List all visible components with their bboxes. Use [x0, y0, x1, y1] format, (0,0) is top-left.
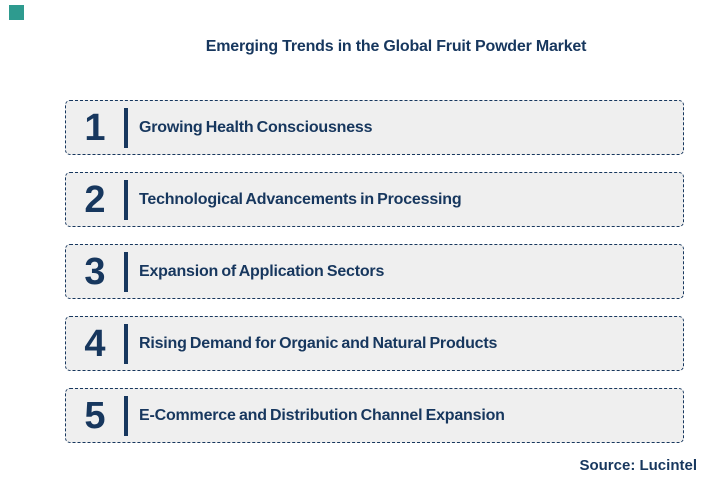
trend-number: 4 [84, 322, 106, 365]
trend-number: 2 [84, 178, 106, 221]
trend-label: Rising Demand for Organic and Natural Pr… [139, 334, 498, 352]
trend-label: E-Commerce and Distribution Channel Expa… [139, 406, 505, 424]
vertical-divider-bar [124, 179, 128, 220]
vertical-divider-bar [124, 395, 128, 436]
vertical-divider-bar [124, 323, 128, 364]
page-title: Emerging Trends in the Global Fruit Powd… [205, 38, 587, 55]
corner-accent-square [9, 5, 24, 20]
trend-row: 4 Rising Demand for Organic and Natural P… [65, 316, 684, 371]
trend-list: 1 Growing Health Consciousness 2 Technologi… [65, 100, 684, 460]
trend-number: 3 [84, 250, 106, 293]
trend-row: 2 Technological Advancements in Processin… [65, 172, 684, 227]
vertical-divider-bar [124, 107, 128, 148]
trend-number: 5 [84, 394, 106, 437]
trend-label: Growing Health Consciousness [139, 118, 373, 136]
source-credit: Source: Lucintel [579, 457, 697, 474]
trend-label: Expansion of Application Sectors [139, 262, 385, 280]
trend-number: 1 [84, 106, 106, 149]
trend-row: 1 Growing Health Consciousness [65, 100, 684, 155]
trend-row: 5 E-Commerce and Distribution Channel Exp… [65, 388, 684, 443]
vertical-divider-bar [124, 251, 128, 292]
trend-row: 3 Expansion of Application Sectors [65, 244, 684, 299]
trend-label: Technological Advancements in Processing [139, 190, 462, 208]
